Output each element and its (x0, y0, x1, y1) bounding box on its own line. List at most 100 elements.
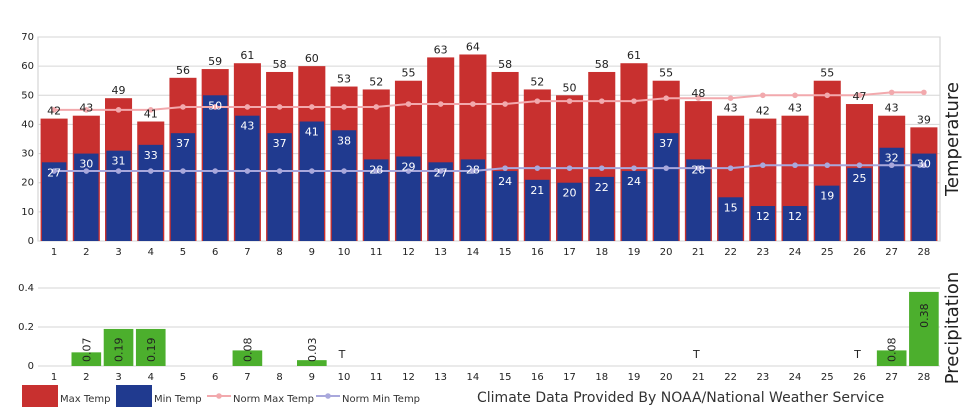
legend-label: Max Temp (60, 394, 111, 405)
max-temp-label: 64 (466, 40, 480, 53)
precip-x-tick-label: 25 (821, 372, 834, 383)
precip-bar (876, 350, 907, 366)
temp-x-tick-label: 8 (276, 247, 282, 258)
norm-min-temp-point (566, 165, 573, 171)
min-temp-bar (525, 179, 550, 241)
precip-x-tick-label: 23 (756, 372, 769, 383)
max-temp-label: 58 (273, 58, 287, 71)
precip-bar (909, 291, 939, 366)
min-temp-bar (815, 185, 840, 241)
min-temp-bar (557, 182, 582, 241)
min-temp-label: 30 (79, 158, 93, 171)
min-temp-bar (750, 206, 775, 241)
legend-swatch-min-temp (116, 385, 152, 407)
precip-x-tick-label: 1 (51, 372, 57, 383)
norm-max-temp-point (180, 104, 186, 110)
precip-bar (232, 350, 263, 366)
norm-min-temp-point (534, 165, 541, 171)
precipitation-axis-title: Precipitation (942, 272, 963, 385)
norm-max-temp-point (115, 107, 122, 113)
norm-max-temp-point (276, 104, 283, 110)
temp-x-tick-label: 17 (563, 247, 576, 258)
norm-min-temp-point (373, 168, 380, 174)
norm-min-temp-point (598, 165, 605, 171)
max-temp-label: 42 (756, 105, 770, 118)
min-temp-bar (492, 171, 518, 241)
max-temp-label: 60 (305, 52, 319, 65)
legend-label: Min Temp (154, 394, 202, 405)
max-temp-label: 61 (627, 49, 641, 62)
precip-value-label: 0.03 (306, 338, 319, 363)
norm-max-temp-point (341, 104, 347, 110)
norm-max-temp-point (405, 101, 412, 107)
temp-x-tick-label: 7 (244, 247, 250, 258)
min-temp-bar (299, 121, 324, 241)
precip-trace-label: T (692, 348, 700, 361)
credit-text: Climate Data Provided By NOAA/National W… (477, 390, 884, 406)
min-temp-label: 24 (498, 175, 512, 188)
min-temp-label: 28 (691, 163, 705, 176)
norm-min-temp-line (54, 164, 924, 173)
min-temp-label: 28 (369, 163, 383, 176)
min-temp-bar (589, 176, 614, 241)
temp-x-tick-label: 12 (402, 247, 415, 258)
legend-marker-norm-min-temp (325, 393, 331, 399)
temp-x-tick-label: 14 (467, 247, 480, 258)
min-temp-bar (267, 133, 292, 241)
min-temp-bar (331, 130, 357, 241)
temp-y-tick-label: 20 (21, 178, 34, 189)
min-temp-bar (106, 150, 131, 241)
precip-x-tick-label: 24 (789, 372, 802, 383)
precip-x-tick-label: 12 (402, 372, 415, 383)
norm-max-temp-point (792, 92, 798, 99)
precip-x-tick-label: 17 (563, 372, 576, 383)
temp-x-tick-label: 22 (724, 247, 737, 258)
min-temp-bar (41, 162, 67, 241)
norm-min-temp-point (695, 165, 702, 171)
min-temp-label: 27 (47, 166, 61, 179)
norm-max-temp-point (727, 95, 734, 101)
max-temp-label: 53 (337, 73, 351, 86)
max-temp-label: 55 (659, 67, 673, 80)
precip-y-tick-label: 0 (28, 361, 34, 372)
precip-value-label: 0.19 (113, 338, 126, 363)
norm-min-temp-point (856, 162, 863, 169)
precip-x-tick-label: 7 (244, 372, 250, 383)
norm-min-temp-point (470, 168, 476, 174)
norm-max-temp-point (373, 104, 380, 110)
precip-value-label: 0.08 (886, 338, 899, 363)
precip-trace-label: T (338, 348, 346, 361)
norm-max-temp-point (663, 95, 669, 101)
norm-min-temp-point (309, 168, 315, 174)
max-temp-label: 58 (498, 58, 512, 71)
max-temp-label: 59 (208, 55, 222, 68)
precip-y-tick-label: 0.2 (18, 322, 34, 333)
norm-max-temp-point (502, 101, 508, 107)
precip-x-tick-label: 16 (531, 372, 544, 383)
temp-x-tick-label: 13 (434, 247, 447, 258)
precip-x-tick-label: 10 (338, 372, 351, 383)
temp-x-tick-label: 4 (148, 247, 154, 258)
temp-x-tick-label: 23 (756, 247, 769, 258)
min-temp-bar (911, 153, 937, 241)
norm-min-temp-point (341, 168, 347, 174)
min-temp-label: 43 (240, 120, 254, 133)
temp-y-tick-label: 10 (21, 207, 34, 218)
min-temp-label: 22 (595, 181, 609, 194)
temp-x-tick-label: 16 (531, 247, 544, 258)
temp-x-tick-label: 28 (918, 247, 931, 258)
temp-y-tick-label: 50 (21, 90, 34, 101)
temp-y-tick-label: 40 (21, 119, 34, 130)
norm-min-temp-point (83, 168, 90, 174)
temp-x-tick-label: 25 (821, 247, 834, 258)
norm-min-temp-point (792, 162, 798, 169)
precipitation-panel: 00.20.40.07 0.19 0.19 0.08 0.03 T T T 0.080.381 2… (18, 272, 963, 385)
norm-min-temp-point (115, 168, 122, 174)
min-temp-label: 38 (337, 134, 351, 147)
norm-max-temp-point (83, 107, 90, 113)
temp-x-tick-label: 11 (370, 247, 383, 258)
temp-x-tick-label: 15 (499, 247, 512, 258)
precip-x-tick-label: 9 (309, 372, 315, 383)
norm-max-temp-point (760, 92, 766, 99)
